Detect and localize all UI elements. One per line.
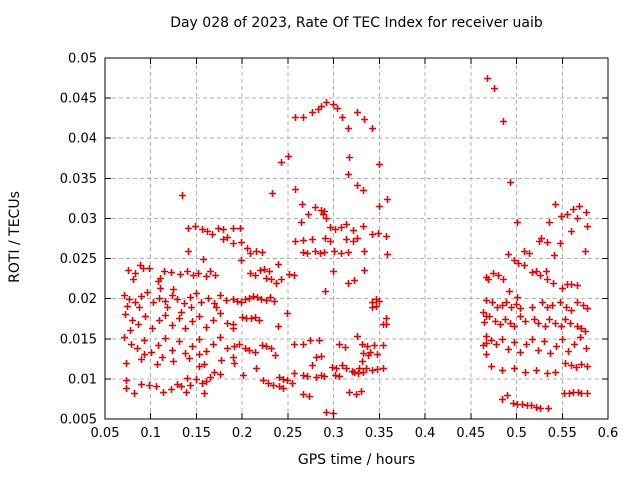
x-tick-label: 0.15 xyxy=(182,426,211,441)
y-tick-label: 0.02 xyxy=(68,292,97,307)
y-tick-label: 0.015 xyxy=(60,332,97,347)
x-tick-label: 0.3 xyxy=(323,426,344,441)
y-tick-label: 0.025 xyxy=(60,252,97,267)
y-tick-label: 0.035 xyxy=(60,172,97,187)
chart-title: Day 028 of 2023, Rate Of TEC Index for r… xyxy=(170,15,543,31)
x-tick-label: 0.25 xyxy=(273,426,302,441)
x-tick-label: 0.1 xyxy=(140,426,161,441)
y-tick-label: 0.03 xyxy=(68,212,97,227)
y-tick-label: 0.05 xyxy=(68,52,97,67)
plus-markers xyxy=(121,75,591,417)
x-axis-label: GPS time / hours xyxy=(297,452,416,468)
x-tick-label: 0.4 xyxy=(415,426,436,441)
y-tick-label: 0.005 xyxy=(60,413,97,428)
y-tick-label: 0.04 xyxy=(68,132,97,147)
data-points xyxy=(121,75,591,417)
y-tick-label: 0.01 xyxy=(68,372,97,387)
x-tick-label: 0.5 xyxy=(506,426,527,441)
x-tick-label: 0.45 xyxy=(456,426,485,441)
x-tick-label: 0.35 xyxy=(365,426,394,441)
x-tick-label: 0.05 xyxy=(91,426,120,441)
axes-and-ticks xyxy=(104,57,609,420)
x-tick-label: 0.55 xyxy=(548,426,577,441)
tick-labels: 0.05 0.1 0.15 0.2 0.25 0.3 0.35 0.4 0.45 0.5 0.55 0… xyxy=(60,52,619,442)
x-tick-label: 0.6 xyxy=(598,426,619,441)
plot-border xyxy=(104,57,609,420)
y-tick-label: 0.045 xyxy=(60,92,97,107)
x-tick-label: 0.2 xyxy=(232,426,253,441)
